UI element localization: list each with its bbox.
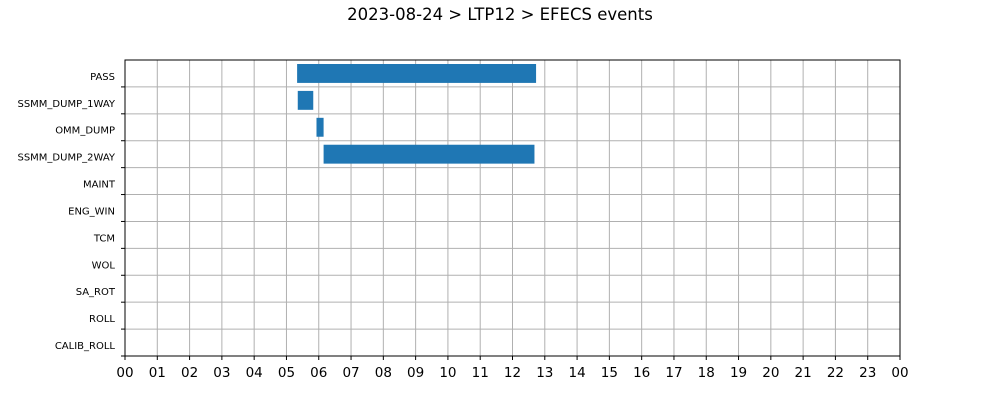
y-tick-label: TCM xyxy=(93,233,115,244)
event-bar-ssmm-dump-2way xyxy=(323,144,535,164)
x-tick-label: 11 xyxy=(472,365,489,381)
x-tick-label: 13 xyxy=(536,365,553,381)
x-tick-label: 06 xyxy=(310,365,327,381)
x-tick-label: 02 xyxy=(181,365,198,381)
x-tick-label: 04 xyxy=(246,365,263,381)
y-tick-label: ROLL xyxy=(89,314,115,325)
x-tick-label: 19 xyxy=(730,365,747,381)
y-tick-label: MAINT xyxy=(83,180,116,191)
y-tick-label: SSMM_DUMP_2WAY xyxy=(17,153,115,164)
y-tick-label: SA_ROT xyxy=(76,287,116,298)
x-tick-label: 14 xyxy=(568,365,585,381)
x-tick-label: 05 xyxy=(278,365,295,381)
x-tick-label: 03 xyxy=(213,365,230,381)
x-tick-label: 15 xyxy=(601,365,618,381)
x-tick-label: 00 xyxy=(116,365,133,381)
event-bar-ssmm-dump-1way xyxy=(297,90,314,110)
x-tick-label: 23 xyxy=(859,365,876,381)
x-tick-label: 12 xyxy=(504,365,521,381)
x-tick-label: 00 xyxy=(891,365,908,381)
y-tick-label: OMM_DUMP xyxy=(55,126,115,137)
x-tick-label: 17 xyxy=(665,365,682,381)
x-tick-label: 09 xyxy=(407,365,424,381)
x-tick-label: 10 xyxy=(439,365,456,381)
x-tick-label: 07 xyxy=(342,365,359,381)
x-tick-label: 08 xyxy=(375,365,392,381)
x-tick-label: 18 xyxy=(698,365,715,381)
x-tick-label: 20 xyxy=(762,365,779,381)
y-tick-label: PASS xyxy=(90,72,115,83)
event-bar-omm-dump xyxy=(316,117,324,137)
x-tick-label: 22 xyxy=(827,365,844,381)
y-tick-label: CALIB_ROLL xyxy=(55,341,116,352)
chart-title: 2023-08-24 > LTP12 > EFECS events xyxy=(347,5,653,24)
y-tick-label: WOL xyxy=(92,260,116,271)
event-bar-pass xyxy=(297,64,537,83)
x-tick-label: 01 xyxy=(149,365,166,381)
x-tick-label: 21 xyxy=(795,365,812,381)
x-tick-label: 16 xyxy=(633,365,650,381)
y-tick-label: ENG_WIN xyxy=(68,206,115,217)
y-tick-label: SSMM_DUMP_1WAY xyxy=(17,99,115,110)
